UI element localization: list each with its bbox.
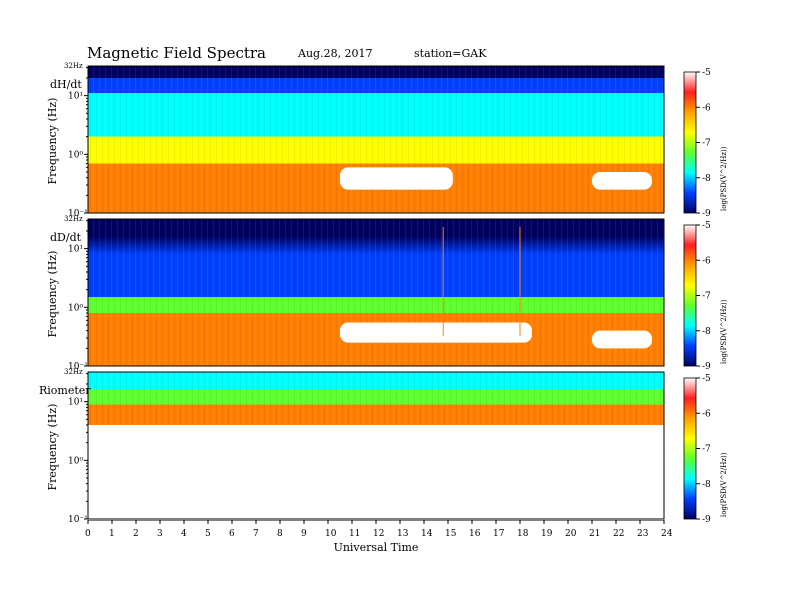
- colorbar-tick-label: -5: [702, 68, 711, 78]
- title-bar: Magnetic Field Spectra Aug.28, 2017 stat…: [0, 44, 792, 64]
- colorbar-tick-label: -5: [702, 221, 711, 231]
- x-tick-label: 22: [613, 529, 624, 539]
- x-tick-label: 5: [205, 529, 211, 539]
- x-tick-label: 19: [541, 529, 553, 539]
- y-tick-label: 10¹: [68, 92, 83, 102]
- x-tick-label: 13: [397, 529, 409, 539]
- colorbar-title: log(PSD(V^2/Hz)): [720, 452, 728, 517]
- colorbar-tick-label: -6: [702, 256, 711, 266]
- colorbar-title: log(PSD(V^2/Hz)): [720, 146, 728, 211]
- top-frequency-label: 32Hz: [64, 62, 83, 70]
- y-tick-label: 10¹: [68, 398, 83, 408]
- plot-area-0: [88, 66, 664, 213]
- y-axis-title: Frequency (Hz): [46, 404, 59, 491]
- y-tick-label: 10⁻¹: [68, 362, 88, 372]
- x-axis: 0 1 2 3 4 5 6 7 8 9 10 11 12 13 14 15 16 17 18 19 20 21 22 23 24: [85, 520, 673, 539]
- saturated-region: [592, 171, 652, 190]
- x-tick-label: 1: [109, 529, 115, 539]
- colorbar-title: log(PSD(V^2/Hz)): [720, 299, 728, 364]
- colorbar-tick-label: -8: [702, 174, 711, 184]
- plot-border: [87, 218, 665, 367]
- top-frequency-label: 32Hz: [64, 215, 83, 223]
- x-tick-label: 7: [253, 529, 259, 539]
- y-tick-label: 10¹: [68, 245, 83, 255]
- y-tick-label: 10⁰: [68, 150, 83, 160]
- x-tick-label: 14: [421, 529, 433, 539]
- y-tick-label: 10⁻¹: [68, 209, 88, 219]
- colorbar-tick-label: -6: [702, 103, 711, 113]
- y-axis-title: Frequency (Hz): [46, 251, 59, 338]
- saturated-region: [592, 330, 652, 349]
- saturated-region: [340, 167, 453, 190]
- x-tick-label: 21: [589, 529, 600, 539]
- x-tick-label: 24: [661, 529, 673, 539]
- y-axis-title: Frequency (Hz): [46, 98, 59, 185]
- x-tick-label: 18: [517, 529, 529, 539]
- y-tick-label: 10⁻¹: [68, 515, 88, 525]
- plot-area-1: [88, 219, 664, 366]
- x-tick-label: 6: [229, 529, 235, 539]
- plot-area-2: [88, 372, 664, 519]
- x-tick-label: 17: [493, 529, 505, 539]
- colorbar-tick-label: -6: [702, 409, 711, 419]
- top-frequency-label: 32Hz: [64, 368, 83, 376]
- y-tick-label: 10⁰: [68, 303, 83, 313]
- colorbar: [683, 377, 697, 520]
- plot-border: [87, 371, 665, 520]
- colorbar-tick-label: -9: [702, 209, 711, 219]
- x-tick-label: 16: [469, 529, 481, 539]
- x-tick-label: 0: [85, 529, 91, 539]
- x-tick-label: 4: [181, 529, 187, 539]
- colorbar-tick-label: -7: [702, 139, 711, 149]
- colorbar-tick-label: -9: [702, 362, 711, 372]
- panel-label: dH/dt: [50, 78, 82, 91]
- x-tick-label: 8: [277, 529, 283, 539]
- x-tick-label: 10: [325, 529, 337, 539]
- colorbar-tick-label: -9: [702, 515, 711, 525]
- plot-border: [87, 65, 665, 214]
- saturated-region: [340, 322, 532, 343]
- colorbar-tick-label: -8: [702, 480, 711, 490]
- panel-label: dD/dt: [50, 231, 82, 244]
- x-tick-label: 9: [301, 529, 307, 539]
- x-tick-label: 12: [373, 529, 384, 539]
- colorbar-tick-label: -8: [702, 327, 711, 337]
- y-tick-label: 10⁰: [68, 456, 83, 466]
- panel-label: Riometer: [39, 384, 91, 397]
- x-axis-title: Universal Time: [333, 541, 419, 554]
- station-label: station=GAK: [414, 47, 487, 60]
- chart-title: Magnetic Field Spectra: [87, 44, 266, 62]
- colorbar-tick-label: -7: [702, 292, 711, 302]
- x-tick-label: 3: [157, 529, 163, 539]
- colorbar-tick-label: -5: [702, 374, 711, 384]
- x-tick-label: 2: [133, 529, 139, 539]
- date-label: Aug.28, 2017: [298, 47, 373, 60]
- x-tick-label: 15: [445, 529, 457, 539]
- x-tick-label: 20: [565, 529, 577, 539]
- x-tick-label: 11: [349, 529, 360, 539]
- colorbar-tick-label: -7: [702, 445, 711, 455]
- x-tick-label: 23: [637, 529, 649, 539]
